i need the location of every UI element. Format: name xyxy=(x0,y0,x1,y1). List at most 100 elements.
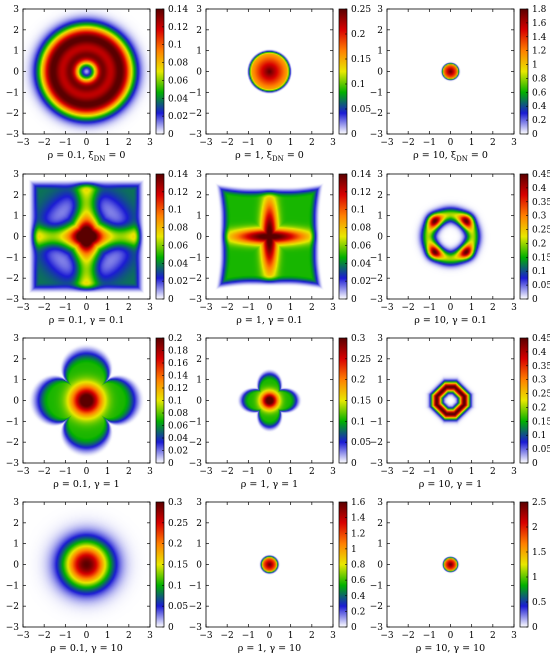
colorbar-tick-label: 0.25 xyxy=(351,355,371,365)
y-tick-label: 0 xyxy=(13,233,19,243)
y-tick-label: −1 xyxy=(370,88,383,98)
x-tick-label: −2 xyxy=(38,467,51,477)
colorbar-tick-label: 1 xyxy=(532,61,538,71)
colorbar-tick-label: 0.15 xyxy=(351,397,371,407)
x-tick-label: 1 xyxy=(469,631,475,641)
colorbar-tick-label: 0.4 xyxy=(351,592,366,602)
y-tick-label: −1 xyxy=(370,417,383,427)
y-tick-label: −1 xyxy=(189,88,202,98)
colorbar-tick-label: 0.05 xyxy=(532,445,550,455)
colorbar-tick-label: 1.6 xyxy=(351,498,366,508)
caption-text: ρ = 10, ξ xyxy=(413,150,456,161)
colorbar-tick-label: 0.04 xyxy=(351,259,371,269)
x-tick-label: 1 xyxy=(288,467,294,477)
y-tick-label: −3 xyxy=(189,623,203,633)
colorbar-tick-label: 1.6 xyxy=(532,19,547,29)
colorbar-tick-label: 0.05 xyxy=(351,105,371,115)
x-tick-label: −3 xyxy=(16,303,30,313)
x-tick-label: −3 xyxy=(199,631,213,641)
x-tick-label: 3 xyxy=(511,467,517,477)
colorbar-tick-label: 0.08 xyxy=(168,59,188,69)
colorbar-tick-label: 0.08 xyxy=(168,224,188,234)
caption-subscript: DN xyxy=(456,155,468,163)
x-tick-label: 3 xyxy=(330,303,336,313)
x-tick-label: 0 xyxy=(84,303,90,313)
colorbar-tick-label: 0.45 xyxy=(532,334,550,344)
x-tick-label: 0 xyxy=(448,631,454,641)
y-tick-label: 2 xyxy=(377,519,383,529)
x-tick-label: 0 xyxy=(84,467,90,477)
x-tick-label: 2 xyxy=(126,303,132,313)
x-tick-label: −1 xyxy=(59,303,72,313)
x-tick-label: 2 xyxy=(309,303,315,313)
heatmap-panel-5: −3 −2 −1 0 1 2 3 −3 −2 −1 0 1 2 3 0 0.02 0.04 0.06 0.08 0.1… xyxy=(189,170,372,326)
y-tick-label: 2 xyxy=(13,26,19,36)
y-tick-label: 0 xyxy=(13,561,19,571)
colorbar-tick-label: 1.4 xyxy=(532,33,547,43)
y-tick-label: 1 xyxy=(13,47,19,57)
x-tick-label: 0 xyxy=(448,303,454,313)
colorbar xyxy=(519,8,529,135)
x-tick-label: −1 xyxy=(59,138,72,148)
x-tick-label: 1 xyxy=(288,631,294,641)
x-tick-label: 3 xyxy=(330,631,336,641)
panel-caption: ρ = 1, γ = 1 xyxy=(241,479,298,490)
colorbar-tick-label: 0.02 xyxy=(168,447,188,457)
caption-text: ρ = 1, γ = 0.1 xyxy=(236,315,302,326)
y-tick-label: 2 xyxy=(13,355,19,365)
colorbar xyxy=(519,173,529,300)
colorbar-tick-label: 0.1 xyxy=(532,267,546,277)
colorbar xyxy=(155,8,165,135)
y-tick-label: 2 xyxy=(13,191,19,201)
colorbar-tick-label: 0.12 xyxy=(168,188,188,198)
x-tick-label: 2 xyxy=(309,631,315,641)
caption-subscript: DN xyxy=(94,155,106,163)
x-tick-label: 2 xyxy=(309,467,315,477)
caption-text: ρ = 0.1, γ = 1 xyxy=(53,479,119,490)
colorbar xyxy=(519,337,529,464)
x-tick-label: 3 xyxy=(330,467,336,477)
x-tick-label: 1 xyxy=(469,303,475,313)
colorbar-tick-label: 0.15 xyxy=(168,561,188,571)
colorbar-tick-label: 0.05 xyxy=(532,281,550,291)
y-tick-label: −2 xyxy=(6,602,19,612)
colorbar-tick-label: 2 xyxy=(532,523,538,533)
heatmap-image xyxy=(387,502,514,627)
x-tick-label: −2 xyxy=(38,303,51,313)
x-tick-label: −3 xyxy=(199,138,213,148)
y-tick-label: 0 xyxy=(377,68,383,78)
colorbar-tick-label: 0.4 xyxy=(532,102,547,112)
x-tick-label: 3 xyxy=(511,631,517,641)
y-tick-label: −1 xyxy=(370,253,383,263)
x-tick-label: 3 xyxy=(147,631,153,641)
y-tick-label: 1 xyxy=(377,540,383,550)
colorbar-tick-label: 0 xyxy=(532,623,538,633)
y-tick-label: −2 xyxy=(189,438,202,448)
y-tick-label: 2 xyxy=(196,519,202,529)
y-tick-label: 0 xyxy=(377,561,383,571)
y-tick-label: 3 xyxy=(377,170,383,180)
colorbar-tick-label: 0.5 xyxy=(532,598,547,608)
y-tick-label: −2 xyxy=(370,602,383,612)
colorbar-tick-label: 0.04 xyxy=(168,259,188,269)
heatmap-image xyxy=(206,338,333,463)
colorbar-tick-label: 0.14 xyxy=(168,170,188,180)
x-tick-label: 0 xyxy=(267,303,273,313)
heatmap-image xyxy=(23,338,150,463)
y-tick-label: 0 xyxy=(377,233,383,243)
x-tick-label: −3 xyxy=(16,138,30,148)
y-tick-label: 1 xyxy=(196,540,202,550)
colorbar-tick-label: 1.4 xyxy=(351,514,366,524)
colorbar-tick-label: 0.05 xyxy=(351,438,371,448)
colorbar-tick-label: 0.1 xyxy=(168,41,182,51)
y-tick-label: −2 xyxy=(6,438,19,448)
x-tick-label: −3 xyxy=(380,138,394,148)
x-tick-label: −1 xyxy=(423,631,436,641)
x-tick-label: 3 xyxy=(330,138,336,148)
x-tick-label: −2 xyxy=(221,467,234,477)
colorbar-tick-label: 0 xyxy=(351,295,357,305)
x-tick-label: −2 xyxy=(402,303,415,313)
y-tick-label: 2 xyxy=(196,26,202,36)
heatmap-panel-6: −3 −2 −1 0 1 2 3 −3 −2 −1 0 1 2 3 0 0.05 0.1 0.15 0.2 0.25 0… xyxy=(370,170,550,326)
y-tick-label: −3 xyxy=(370,623,384,633)
